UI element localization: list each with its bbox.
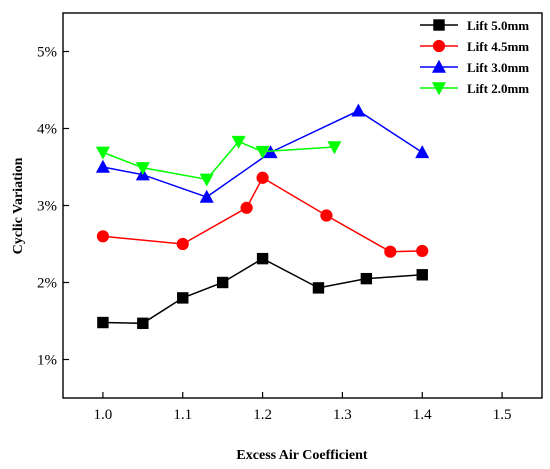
legend-marker [433,19,445,31]
data-point-lift-5-0mm [312,282,325,294]
data-point-lift-5-0mm [137,317,149,330]
data-point-lift-4-5mm [256,171,269,184]
data-point-lift-5-0mm [360,272,373,285]
legend-item-lift-3-0mm: Lift 3.0mm [420,59,529,75]
data-point-lift-3-0mm [351,103,366,117]
y-tick-label: 2% [37,276,57,292]
x-axis-title: Excess Air Coefficient [236,448,367,463]
data-point-lift-2-0mm [255,145,270,159]
legend-label: Lift 5.0mm [467,18,529,33]
data-point-lift-4-5mm [320,209,333,222]
y-axis-title: Cyclic Variation [11,157,26,254]
data-point-lift-5-0mm [97,316,109,329]
y-tick-label: 4% [37,122,57,138]
series-line-lift-4-5mm [102,176,423,253]
legend-label: Lift 4.5mm [467,39,529,54]
x-tick-label: 1.1 [173,407,192,423]
data-point-lift-5-0mm [416,269,428,281]
legend-marker [431,59,447,73]
series-line-lift-5-0mm [102,257,423,325]
data-point-lift-3-0mm [95,159,110,173]
series-lift-3-0mm [95,103,430,203]
series-lift-2-0mm [95,135,342,187]
y-tick-label: 3% [37,199,57,215]
legend-marker [431,82,447,96]
y-tick-label: 5% [37,45,57,61]
legend-item-lift-4-5mm: Lift 4.5mm [420,39,529,54]
y-axis-ticks: 1% 2% 3% 4% 5% [37,45,69,369]
series-line-lift-2-0mm [102,140,335,181]
legend-item-lift-2-0mm: Lift 2.0mm [420,81,529,96]
data-point-lift-3-0mm [415,145,430,159]
legend-label: Lift 3.0mm [467,60,529,75]
data-point-lift-4-5mm [384,245,397,258]
data-point-lift-2-0mm [135,162,150,176]
series-line-lift-3-0mm [102,109,423,198]
y-tick-label: 1% [37,353,57,369]
x-tick-label: 1.5 [493,407,512,423]
data-point-lift-4-5mm [96,230,110,243]
legend: Lift 5.0mm Lift 4.5mm Lift 3.0mm Lift 2.0mm [420,18,529,96]
data-point-lift-5-0mm [177,292,189,304]
data-point-lift-2-0mm [327,141,342,155]
data-point-lift-5-0mm [216,276,229,289]
series-lift-5-0mm [97,252,428,330]
x-tick-label: 1.2 [253,407,272,423]
data-point-lift-2-0mm [199,173,214,187]
legend-item-lift-5-0mm: Lift 5.0mm [420,18,529,33]
x-tick-label: 1.3 [333,407,352,423]
series-layer [95,103,430,330]
series-lift-4-5mm [96,171,429,258]
data-point-lift-2-0mm [95,146,110,160]
x-axis-ticks: 1.0 1.1 1.2 1.3 1.4 1.5 [94,392,512,423]
x-tick-label: 1.4 [413,407,432,423]
x-tick-label: 1.0 [94,407,113,423]
data-point-lift-4-5mm [240,201,253,214]
legend-label: Lift 2.0mm [467,81,529,96]
data-point-lift-4-5mm [416,244,429,258]
data-point-lift-2-0mm [231,135,246,149]
data-point-lift-5-0mm [256,252,269,265]
data-point-lift-3-0mm [199,189,214,203]
legend-marker [432,39,446,53]
data-point-lift-4-5mm [176,237,189,251]
